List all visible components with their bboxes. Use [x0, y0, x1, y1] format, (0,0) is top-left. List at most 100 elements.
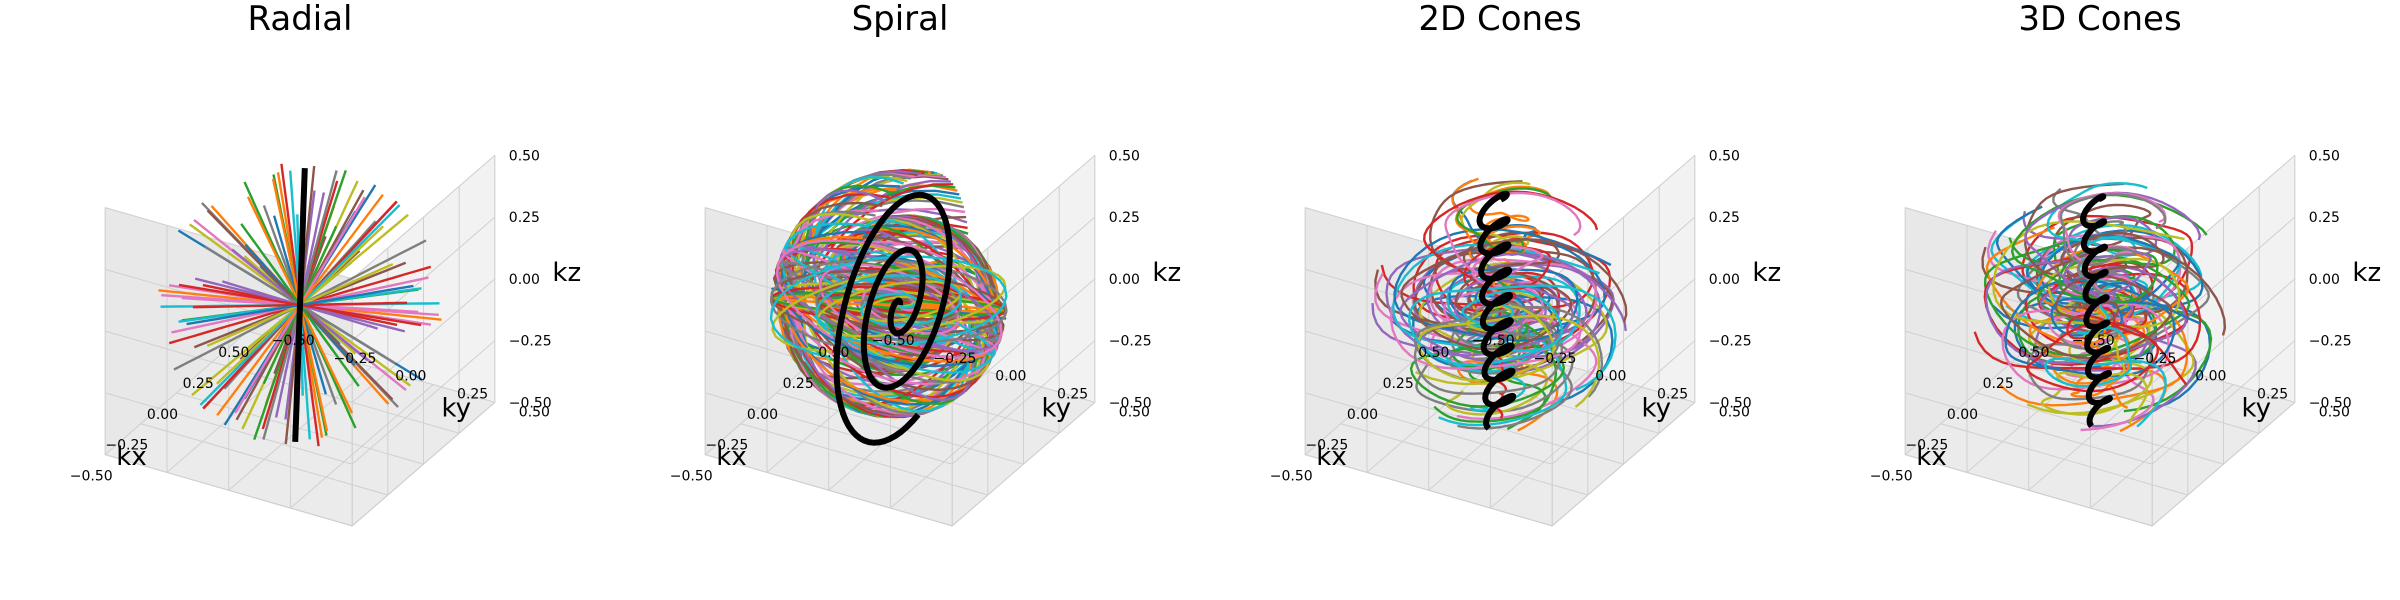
x-tick-label: −0.50	[1870, 469, 1913, 485]
subplot-3: −0.50−0.250.000.250.50−0.50−0.250.000.25…	[1270, 0, 1781, 527]
y-tick-label: 0.50	[2319, 404, 2350, 420]
z-tick-label: −0.50	[1109, 395, 1152, 411]
y-tick-label: 0.25	[1057, 387, 1088, 403]
highlighted-trajectory	[833, 191, 953, 446]
z-tick-label: −0.50	[509, 395, 552, 411]
z-tick-label: −0.25	[2309, 334, 2352, 350]
x-axis-label: kx	[716, 442, 746, 472]
y-tick-label: −0.25	[1534, 351, 1577, 367]
trajectory-trace	[2059, 193, 2167, 306]
y-axis-label: ky	[1042, 394, 1072, 424]
grid-line	[2151, 402, 2296, 527]
x-tick-label: −0.25	[705, 438, 748, 454]
grid-line	[351, 402, 496, 527]
highlighted-trajectory	[2080, 193, 2113, 428]
y-axis-label: ky	[1642, 394, 1672, 424]
z-axis-label: kz	[1152, 258, 1181, 288]
y-tick-label: 0.25	[2257, 387, 2288, 403]
z-tick-label: 0.50	[1109, 148, 1140, 164]
z-tick-label: 0.25	[2309, 210, 2340, 226]
x-tick-label: −0.25	[1305, 438, 1348, 454]
grid-line	[351, 155, 496, 280]
subplot-title: Radial	[247, 0, 352, 39]
z-tick-label: 0.00	[2309, 272, 2340, 288]
grid-line	[1305, 207, 1553, 280]
y-axis-label: ky	[2242, 394, 2272, 424]
x-axis-label: kx	[1316, 442, 1346, 472]
trajectory-trace	[1400, 238, 1628, 351]
z-tick-label: 0.25	[1709, 210, 1740, 226]
trajectory-trace	[1399, 252, 1627, 363]
y-tick-label: 0.50	[1119, 404, 1150, 420]
trajectory-trace	[2025, 304, 2188, 393]
y-tick-label: −0.50	[2072, 333, 2115, 349]
x-tick-label: −0.50	[1270, 469, 1313, 485]
x-tick-label: 0.50	[818, 345, 849, 361]
grid-line	[1490, 384, 1634, 509]
y-tick-label: 0.25	[1657, 387, 1688, 403]
z-tick-label: −0.50	[1709, 395, 1752, 411]
subplot-title: 3D Cones	[2018, 0, 2181, 39]
z-tick-label: −0.50	[2309, 395, 2352, 411]
subplot-title: 2D Cones	[1418, 0, 1581, 39]
x-tick-label: 0.50	[1418, 345, 1449, 361]
x-tick-label: 0.50	[2018, 345, 2049, 361]
y-tick-label: −0.25	[934, 351, 977, 367]
x-tick-label: 0.00	[147, 407, 178, 423]
y-tick-label: 0.25	[457, 387, 488, 403]
grid-line	[228, 366, 372, 491]
z-tick-label: 0.50	[509, 148, 540, 164]
subplot-2: −0.50−0.250.000.250.50−0.50−0.250.000.25…	[670, 0, 1181, 527]
z-tick-label: 0.25	[1109, 210, 1140, 226]
y-tick-label: 0.50	[519, 404, 550, 420]
x-tick-label: 0.00	[1947, 407, 1978, 423]
grid-line	[1551, 402, 1696, 527]
z-tick-label: 0.50	[2309, 148, 2340, 164]
z-tick-label: 0.00	[1709, 272, 1740, 288]
y-tick-label: −0.50	[872, 333, 915, 349]
grid-line	[1551, 278, 1696, 403]
y-tick-label: −0.25	[2134, 351, 2177, 367]
trajectory-trace	[2046, 182, 2148, 306]
x-tick-label: −0.25	[105, 438, 148, 454]
subplot-1: −0.50−0.250.000.250.50−0.50−0.250.000.25…	[70, 0, 581, 527]
grid-line	[290, 384, 434, 509]
y-tick-label: −0.50	[1472, 333, 1515, 349]
x-tick-label: 0.25	[1983, 376, 2014, 392]
z-axis-label: kz	[2352, 258, 2381, 288]
y-tick-label: 0.00	[2195, 369, 2226, 385]
x-axis-label: kx	[1916, 442, 1946, 472]
trajectory-trace	[769, 255, 1008, 360]
x-tick-label: 0.25	[183, 376, 214, 392]
y-tick-label: 0.00	[1595, 369, 1626, 385]
x-axis-label: kx	[116, 442, 146, 472]
z-axis-label: kz	[1752, 258, 1781, 288]
x-tick-label: 0.25	[783, 376, 814, 392]
z-axis-label: kz	[552, 258, 581, 288]
grid-line	[212, 361, 460, 434]
y-tick-label: −0.25	[334, 351, 377, 367]
x-tick-label: −0.50	[70, 469, 113, 485]
grid-line	[2090, 384, 2234, 509]
x-tick-label: 0.00	[1347, 407, 1378, 423]
x-tick-label: 0.25	[1383, 376, 1414, 392]
z-tick-label: 0.50	[1709, 148, 1740, 164]
grid-line	[951, 402, 1096, 527]
subplot-title: Spiral	[852, 0, 949, 39]
z-tick-label: 0.25	[509, 210, 540, 226]
trajectory-trace	[2000, 246, 2227, 360]
y-tick-label: −0.50	[272, 333, 315, 349]
trajectory-trace	[2024, 182, 2165, 306]
grid-line	[890, 384, 1034, 509]
x-tick-label: 0.00	[747, 407, 778, 423]
z-tick-label: 0.00	[1109, 272, 1140, 288]
y-axis-label: ky	[442, 394, 472, 424]
z-tick-label: −0.25	[1709, 334, 1752, 350]
highlighted-trajectory	[1476, 190, 1517, 431]
z-tick-label: −0.25	[509, 334, 552, 350]
z-tick-label: −0.25	[1109, 334, 1152, 350]
x-tick-label: −0.50	[670, 469, 713, 485]
y-tick-label: 0.00	[995, 369, 1026, 385]
